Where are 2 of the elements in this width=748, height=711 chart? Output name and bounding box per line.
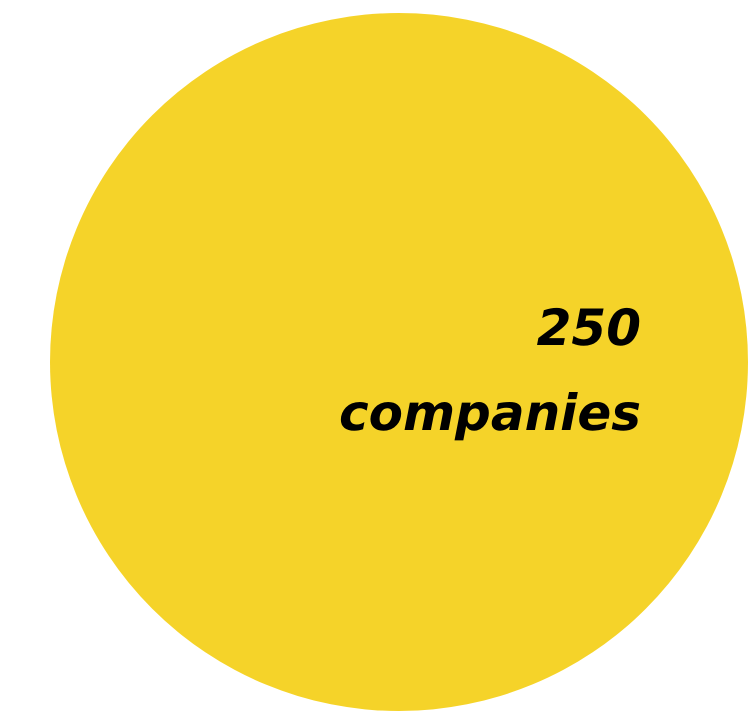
data-label: 250 [536, 299, 641, 357]
slice-label: companies [338, 384, 641, 442]
